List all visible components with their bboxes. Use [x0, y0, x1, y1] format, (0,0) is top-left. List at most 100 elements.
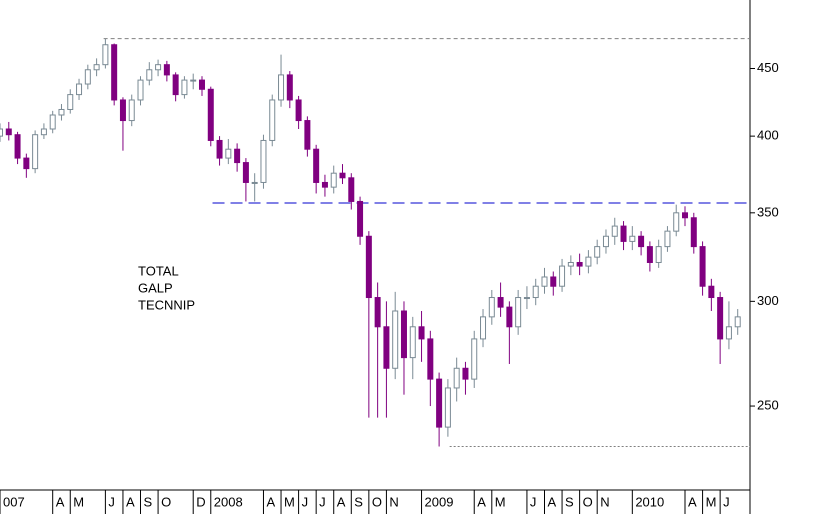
- candle-body: [111, 44, 118, 101]
- x-tick-label: M: [706, 494, 717, 509]
- candle-body: [14, 134, 21, 159]
- x-tick-label: A: [337, 494, 346, 509]
- candle-body: [260, 139, 267, 183]
- candle-body: [67, 94, 74, 110]
- candle-body: [515, 297, 522, 328]
- annotation: TECNNIP: [138, 297, 195, 312]
- candle-body: [181, 79, 188, 96]
- x-tick-label: O: [372, 494, 382, 509]
- candle-body: [383, 326, 390, 369]
- x-tick-label: S: [144, 494, 153, 509]
- annotation: TOTAL: [138, 263, 179, 278]
- candle-body: [497, 297, 504, 308]
- candle-body: [436, 378, 443, 428]
- candle-body: [216, 139, 223, 159]
- candle-body: [611, 225, 618, 237]
- candle-body: [559, 265, 566, 287]
- candle-body: [488, 297, 495, 318]
- candle-body: [348, 177, 355, 202]
- candle-body: [664, 230, 671, 248]
- x-tick-label: S: [354, 494, 363, 509]
- candle-body: [313, 148, 320, 183]
- candle-body: [155, 64, 162, 71]
- candle-body: [550, 276, 557, 287]
- candle-body: [172, 74, 179, 96]
- candle-body: [234, 148, 241, 164]
- candle-body: [392, 310, 399, 369]
- candle-body: [629, 235, 636, 242]
- x-tick-label: D: [196, 494, 205, 509]
- candle-body: [278, 74, 285, 101]
- candle-body: [146, 69, 153, 81]
- candle-body: [128, 99, 135, 122]
- candle-body: [646, 246, 653, 263]
- x-tick-label: J: [319, 494, 326, 509]
- x-tick-label: 007: [3, 494, 25, 509]
- candle-body: [585, 256, 592, 267]
- candle-body: [295, 99, 302, 122]
- candle-body: [682, 212, 689, 219]
- candle-body: [444, 387, 451, 428]
- candle-body: [207, 88, 214, 141]
- candle-body: [163, 64, 170, 76]
- x-tick-label: A: [547, 494, 556, 509]
- candle-body: [58, 108, 65, 116]
- candle-body: [119, 99, 126, 122]
- candle-body: [102, 44, 109, 66]
- candle-body: [567, 261, 574, 267]
- candle-body: [251, 181, 258, 184]
- candle-body: [523, 297, 530, 300]
- candle-body: [699, 246, 706, 287]
- candle-body: [708, 285, 715, 299]
- x-tick-label: J: [108, 494, 115, 509]
- y-tick-label: 350: [757, 204, 779, 219]
- candle-body: [0, 128, 3, 137]
- y-tick-label: 400: [757, 128, 779, 143]
- candle-body: [137, 79, 144, 101]
- candle-body: [690, 217, 697, 248]
- candle-body: [532, 285, 539, 299]
- candle-body: [638, 235, 645, 248]
- candle-body: [49, 114, 56, 130]
- x-tick-label: J: [723, 494, 730, 509]
- x-tick-label: 2008: [214, 494, 243, 509]
- candle-body: [594, 246, 601, 258]
- candle-body: [269, 99, 276, 141]
- candle-body: [480, 316, 487, 340]
- candle-body: [541, 276, 548, 287]
- candle-body: [400, 310, 407, 359]
- x-tick-label: A: [126, 494, 135, 509]
- candle-body: [23, 157, 30, 170]
- candle-body: [286, 74, 293, 101]
- candle-body: [374, 297, 381, 328]
- candle-body: [620, 225, 627, 242]
- candle-body: [418, 326, 425, 340]
- candle-body: [602, 235, 609, 248]
- candle-body: [409, 326, 416, 359]
- candle-body: [321, 181, 328, 188]
- x-tick-label: A: [266, 494, 275, 509]
- candle-body: [330, 172, 337, 188]
- x-tick-label: M: [495, 494, 506, 509]
- candle-body: [242, 162, 249, 183]
- x-tick-label: N: [600, 494, 609, 509]
- candle-body: [462, 367, 469, 380]
- candle-body: [427, 338, 434, 380]
- candle-body: [32, 134, 39, 170]
- x-tick-label: A: [688, 494, 697, 509]
- candle-body: [198, 79, 205, 90]
- candle-body: [365, 235, 372, 299]
- candle-body: [655, 246, 662, 263]
- x-tick-label: 2010: [635, 494, 664, 509]
- candle-body: [506, 306, 513, 328]
- y-tick-label: 450: [757, 60, 779, 75]
- x-tick-label: O: [161, 494, 171, 509]
- y-tick-label: 250: [757, 397, 779, 412]
- y-tick-label: 300: [757, 293, 779, 308]
- x-tick-label: J: [530, 494, 537, 509]
- x-tick-label: M: [73, 494, 84, 509]
- x-tick-label: J: [302, 494, 309, 509]
- candle-body: [84, 69, 91, 85]
- x-tick-label: A: [56, 494, 65, 509]
